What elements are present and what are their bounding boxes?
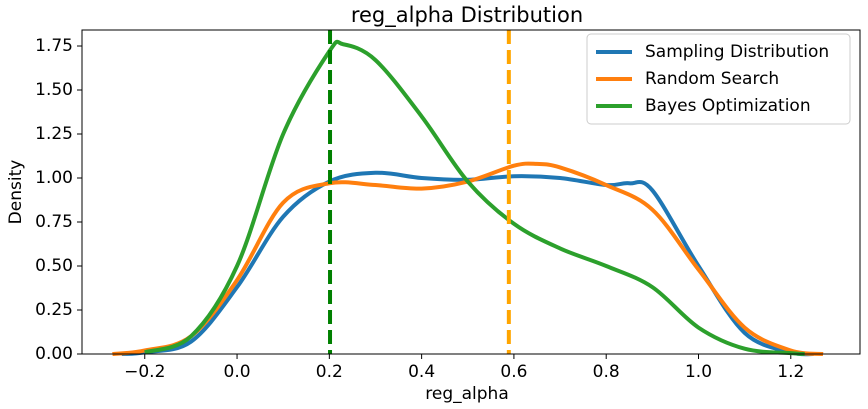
x-tick-label: 1.2 — [777, 362, 804, 382]
y-tick-label: 0.25 — [35, 300, 73, 320]
series-line — [144, 39, 805, 356]
x-axis-label: reg_alpha — [425, 384, 509, 404]
x-tick-label: 0.2 — [316, 362, 343, 382]
y-tick-label: 0.50 — [35, 256, 73, 276]
x-tick-label: −0.2 — [124, 362, 165, 382]
series-line — [112, 161, 824, 356]
y-tick-label: 1.75 — [35, 36, 73, 56]
x-tick-label: 0.6 — [500, 362, 527, 382]
x-tick-label: 0.0 — [224, 362, 251, 382]
legend-label: Random Search — [645, 69, 779, 89]
y-tick-label: 1.00 — [35, 168, 73, 188]
chart-title: reg_alpha Distribution — [351, 3, 583, 28]
legend-label: Sampling Distribution — [645, 42, 829, 62]
x-tick-label: 0.8 — [593, 362, 620, 382]
legend-box — [586, 33, 851, 125]
y-axis-label: Density — [6, 160, 26, 225]
series-line — [121, 170, 815, 357]
x-tick-label: 1.0 — [685, 362, 712, 382]
legend-label: Bayes Optimization — [645, 96, 811, 116]
plot-frame — [81, 29, 861, 355]
y-tick-label: 0.00 — [35, 344, 73, 364]
y-tick-label: 1.25 — [35, 124, 73, 144]
x-tick-label: 0.4 — [408, 362, 435, 382]
y-tick-label: 0.75 — [35, 212, 73, 232]
y-tick-label: 1.50 — [35, 80, 73, 100]
